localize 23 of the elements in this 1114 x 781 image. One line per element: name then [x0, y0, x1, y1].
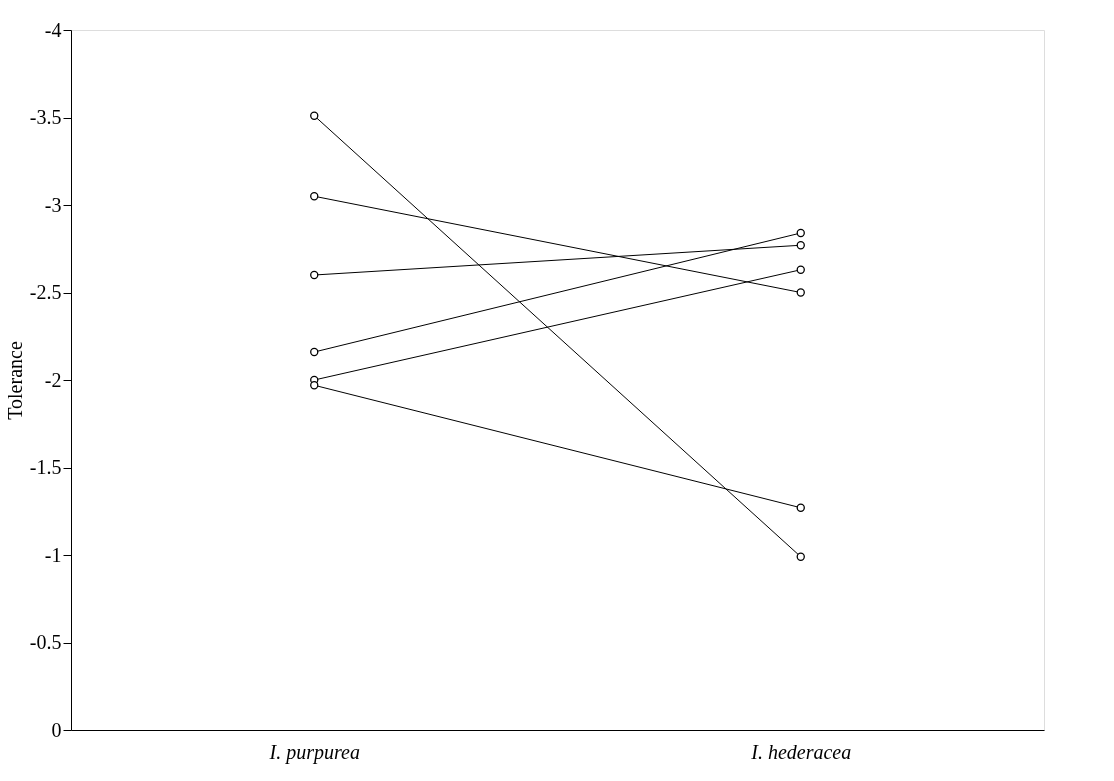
- point: [796, 241, 805, 250]
- y-tick-label: -4: [44, 18, 62, 41]
- y-tick-label: -0.5: [29, 631, 62, 653]
- x-tick-label: I. hederacea: [750, 740, 852, 763]
- y-axis-title: Tolerance: [3, 341, 26, 420]
- y-tick-label: -3: [44, 193, 62, 216]
- point: [796, 288, 805, 297]
- point: [310, 111, 319, 120]
- y-tick-label: -1.5: [29, 456, 62, 478]
- y-tick-label: -2: [44, 368, 62, 391]
- point: [310, 192, 319, 201]
- y-tick-label: -3.5: [29, 106, 62, 128]
- x-tick-label: I. purpurea: [268, 740, 360, 764]
- point: [310, 347, 319, 357]
- point: [796, 265, 805, 274]
- point: [310, 381, 319, 390]
- y-tick-label: -2.5: [29, 281, 62, 303]
- y-tick-label: 0: [51, 718, 62, 741]
- point: [310, 270, 319, 280]
- point: [796, 228, 805, 238]
- point: [796, 503, 805, 512]
- point: [796, 552, 805, 561]
- y-tick-label: -1: [44, 543, 62, 566]
